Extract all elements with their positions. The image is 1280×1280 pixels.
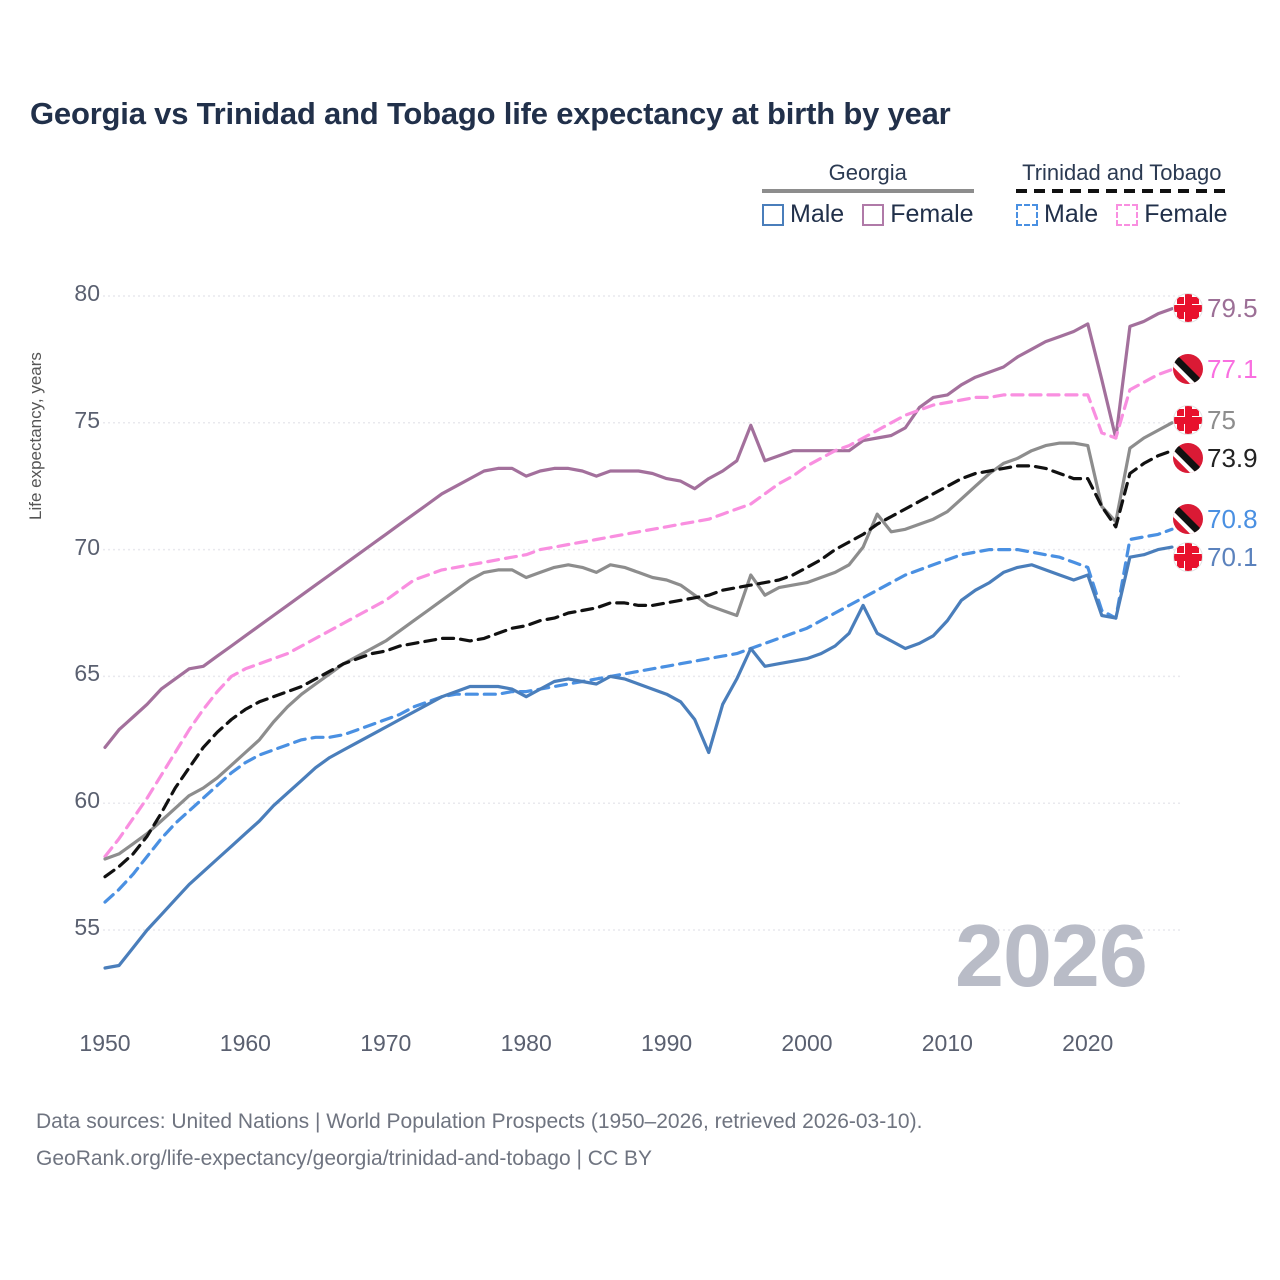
trinidad-flag-icon bbox=[1173, 354, 1203, 384]
end-label-3: 73.9 bbox=[1173, 441, 1258, 475]
y-axis-tick-label: 80 bbox=[74, 280, 100, 306]
trinidad-flag-icon bbox=[1173, 504, 1203, 534]
footer-line-1: Data sources: United Nations | World Pop… bbox=[36, 1110, 923, 1133]
legend-label-trinidad-female: Female bbox=[1144, 200, 1228, 228]
x-axis-tick-label: 2020 bbox=[1062, 1030, 1114, 1056]
end-label-value: 77.1 bbox=[1207, 353, 1258, 384]
legend-rule-dashed bbox=[1016, 189, 1228, 193]
legend-label-trinidad-male: Male bbox=[1044, 200, 1099, 228]
end-label-1: 77.1 bbox=[1173, 352, 1258, 386]
end-label-value: 73.9 bbox=[1207, 442, 1258, 473]
end-label-5: 70.1 bbox=[1173, 540, 1258, 574]
y-axis-tick-label: 75 bbox=[74, 406, 100, 433]
legend-label-georgia-female: Female bbox=[890, 200, 974, 228]
series-line-1 bbox=[103, 367, 1174, 859]
x-axis-tick-label: 2010 bbox=[921, 1030, 973, 1056]
x-axis-tick-label: 2000 bbox=[781, 1030, 833, 1056]
y-axis-tick-label: 55 bbox=[74, 914, 100, 940]
x-axis-tick-label: 1960 bbox=[219, 1030, 271, 1056]
series-line-5 bbox=[103, 545, 1174, 970]
y-axis-tick-label: 60 bbox=[74, 787, 100, 814]
legend-group-title-trinidad: Trinidad and Tobago bbox=[1022, 160, 1222, 185]
legend-swatch-icon bbox=[862, 203, 885, 226]
legend-swatch-icon bbox=[762, 203, 784, 226]
chart-legend: Georgia Male Female Trinidad and Tobago bbox=[0, 160, 1280, 240]
y-axis-tick-label: 70 bbox=[74, 533, 100, 560]
end-label-value: 70.8 bbox=[1207, 503, 1258, 534]
page-title: Georgia vs Trinidad and Tobago life expe… bbox=[30, 96, 951, 131]
legend-rule-solid bbox=[762, 189, 974, 193]
end-label-4: 70.8 bbox=[1173, 502, 1258, 536]
trinidad-flag-icon bbox=[1173, 443, 1203, 473]
georgia-flag-icon bbox=[1173, 293, 1203, 323]
series-line-3 bbox=[103, 449, 1174, 879]
legend-label-georgia-male: Male bbox=[790, 200, 845, 228]
legend-swatch-icon bbox=[1116, 203, 1139, 226]
end-label-0: 79.5 bbox=[1173, 291, 1258, 325]
legend-item-trinidad-female[interactable]: Female bbox=[1116, 200, 1228, 229]
x-axis-tick-label: 1970 bbox=[360, 1030, 412, 1056]
end-label-2: 75 bbox=[1173, 403, 1236, 437]
x-axis-tick-label: 1980 bbox=[500, 1030, 552, 1056]
year-watermark: 2026 bbox=[955, 906, 1148, 1005]
footer-line-2: GeoRank.org/life-expectancy/georgia/trin… bbox=[36, 1146, 652, 1170]
end-label-value: 79.5 bbox=[1207, 292, 1258, 323]
legend-item-georgia-female[interactable]: Female bbox=[862, 200, 974, 229]
end-label-value: 70.1 bbox=[1207, 541, 1258, 572]
end-label-value: 75 bbox=[1207, 404, 1236, 435]
georgia-flag-icon bbox=[1173, 542, 1203, 572]
legend-item-trinidad-male[interactable]: Male bbox=[1016, 200, 1098, 229]
series-line-2 bbox=[103, 421, 1174, 861]
series-line-4 bbox=[103, 527, 1174, 904]
series-line-0 bbox=[103, 307, 1174, 750]
legend-group-georgia: Georgia Male Female bbox=[762, 160, 974, 229]
georgia-flag-icon bbox=[1173, 405, 1203, 435]
legend-swatch-icon bbox=[1016, 203, 1038, 226]
x-axis-tick-label: 1990 bbox=[640, 1030, 693, 1056]
legend-group-trinidad-and-tobago: Trinidad and Tobago Male Female bbox=[1016, 160, 1228, 229]
legend-item-georgia-male[interactable]: Male bbox=[762, 200, 844, 229]
legend-group-title-georgia: Georgia bbox=[828, 160, 907, 185]
x-axis-tick-label: 1950 bbox=[79, 1030, 131, 1056]
footer-text: Data sources: United Nations | World Pop… bbox=[36, 1104, 922, 1178]
y-axis-tick-label: 65 bbox=[74, 660, 100, 687]
